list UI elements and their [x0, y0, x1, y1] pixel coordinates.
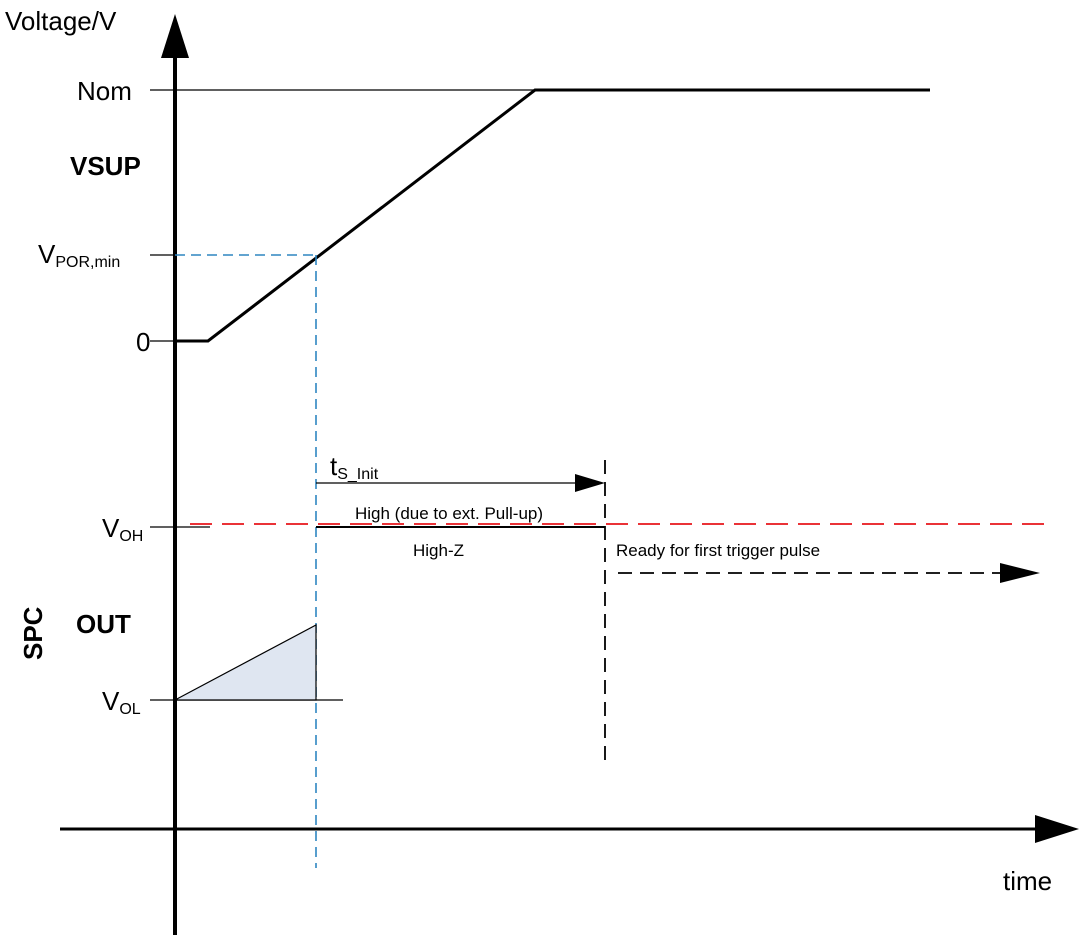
y-axis-label: Voltage/V	[5, 6, 117, 36]
nom-label: Nom	[77, 76, 132, 106]
vsup-ramp-curve	[175, 88, 930, 343]
high-z-label: High-Z	[413, 541, 464, 560]
vpor-min-label: VPOR,min	[38, 239, 120, 271]
y-axis-arrowhead	[161, 14, 189, 58]
x-axis-arrowhead	[1035, 815, 1079, 843]
high-pullup-label: High (due to ext. Pull-up)	[355, 504, 543, 523]
out-ramp-triangle	[174, 624, 317, 701]
out-label: OUT	[76, 609, 131, 639]
voh-label: VOH	[102, 513, 143, 545]
x-axis-label: time	[1003, 866, 1052, 896]
ready-arrowhead	[1000, 563, 1040, 583]
ready-label: Ready for first trigger pulse	[616, 541, 820, 560]
ts-init-arrowhead	[575, 474, 605, 492]
vol-label: VOL	[102, 686, 141, 718]
spc-label: SPC	[18, 606, 48, 660]
zero-label: 0	[136, 327, 150, 357]
vsup-label: VSUP	[70, 151, 141, 181]
ts-init-label: tS_Init	[330, 451, 379, 483]
